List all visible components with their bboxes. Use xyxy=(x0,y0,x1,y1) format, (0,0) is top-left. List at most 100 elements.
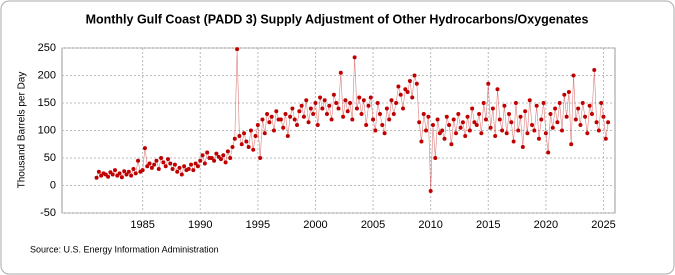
data-point xyxy=(571,73,576,78)
data-point xyxy=(331,92,336,97)
data-point xyxy=(472,120,477,125)
data-point xyxy=(589,112,594,116)
data-point xyxy=(189,162,194,167)
data-point xyxy=(442,136,447,141)
data-point xyxy=(322,98,327,103)
y-tick-label: 150 xyxy=(38,97,56,109)
x-tick-label: 2010 xyxy=(418,219,442,231)
data-point xyxy=(377,112,382,116)
data-point xyxy=(237,134,242,138)
data-point xyxy=(161,160,166,165)
data-point xyxy=(527,98,532,103)
data-point xyxy=(281,125,286,130)
data-point xyxy=(260,117,265,122)
data-point xyxy=(373,128,378,133)
data-point xyxy=(253,134,258,138)
y-tick-label: 50 xyxy=(44,152,56,164)
data-point xyxy=(477,112,482,116)
y-tick-label: 0 xyxy=(50,179,56,191)
data-point xyxy=(391,112,396,116)
data-point xyxy=(334,101,339,105)
data-point xyxy=(553,106,558,111)
data-point xyxy=(168,161,173,166)
data-point xyxy=(172,162,177,167)
data-point xyxy=(112,168,117,173)
data-point xyxy=(205,150,210,155)
data-point xyxy=(338,70,343,75)
data-point xyxy=(142,146,147,151)
data-point xyxy=(576,106,581,111)
data-point xyxy=(179,172,184,177)
data-point xyxy=(269,114,274,119)
data-point xyxy=(154,158,159,163)
data-point xyxy=(313,101,318,105)
data-point xyxy=(306,120,311,125)
data-point xyxy=(444,114,449,119)
data-point xyxy=(451,117,456,122)
data-point xyxy=(170,167,175,171)
data-point xyxy=(297,109,302,114)
y-tick-label: 250 xyxy=(38,42,56,54)
data-point xyxy=(384,106,389,111)
data-point xyxy=(122,169,127,174)
data-point xyxy=(488,125,493,130)
data-point xyxy=(133,171,138,176)
data-point xyxy=(557,101,562,105)
data-point xyxy=(460,120,465,125)
data-point xyxy=(186,167,191,171)
data-point xyxy=(329,117,334,122)
data-point xyxy=(465,114,470,119)
x-tick-label: 1985 xyxy=(130,219,154,231)
data-point xyxy=(258,156,263,160)
data-point xyxy=(361,98,366,103)
data-point xyxy=(458,125,463,130)
data-point xyxy=(94,175,99,180)
data-point xyxy=(566,90,571,94)
data-point xyxy=(221,153,226,158)
data-point xyxy=(430,123,435,127)
data-point xyxy=(198,158,203,163)
data-point xyxy=(239,142,244,147)
data-point xyxy=(387,117,392,122)
data-point xyxy=(283,112,288,116)
data-point xyxy=(375,101,380,105)
data-point xyxy=(532,128,537,133)
data-point xyxy=(228,156,233,160)
data-point xyxy=(177,165,182,170)
data-point xyxy=(516,128,521,133)
data-point xyxy=(110,172,115,177)
data-point xyxy=(357,95,362,100)
data-point xyxy=(454,131,459,136)
data-point xyxy=(479,131,484,136)
data-point xyxy=(371,117,376,122)
data-point xyxy=(592,68,597,72)
data-point xyxy=(341,114,346,119)
data-point xyxy=(129,173,134,178)
data-point xyxy=(504,131,509,136)
data-point xyxy=(594,120,599,125)
x-tick-label: 2020 xyxy=(534,219,558,231)
data-point xyxy=(486,81,491,86)
data-point xyxy=(414,81,419,86)
data-point xyxy=(244,139,249,144)
data-point xyxy=(290,106,295,111)
data-point xyxy=(407,79,412,83)
data-point xyxy=(175,169,180,174)
y-tick-label: 200 xyxy=(38,69,56,81)
data-point xyxy=(106,174,111,179)
data-point xyxy=(401,106,406,111)
data-point xyxy=(246,145,251,149)
data-point xyxy=(182,164,187,169)
data-point xyxy=(359,112,364,116)
data-point xyxy=(292,117,297,122)
data-point xyxy=(405,90,410,94)
data-point xyxy=(288,114,293,119)
data-point xyxy=(96,169,101,174)
data-point xyxy=(447,123,452,127)
data-point xyxy=(513,101,518,105)
data-point xyxy=(343,98,348,103)
data-point xyxy=(481,101,486,105)
data-point xyxy=(543,131,548,136)
data-point xyxy=(368,95,373,100)
